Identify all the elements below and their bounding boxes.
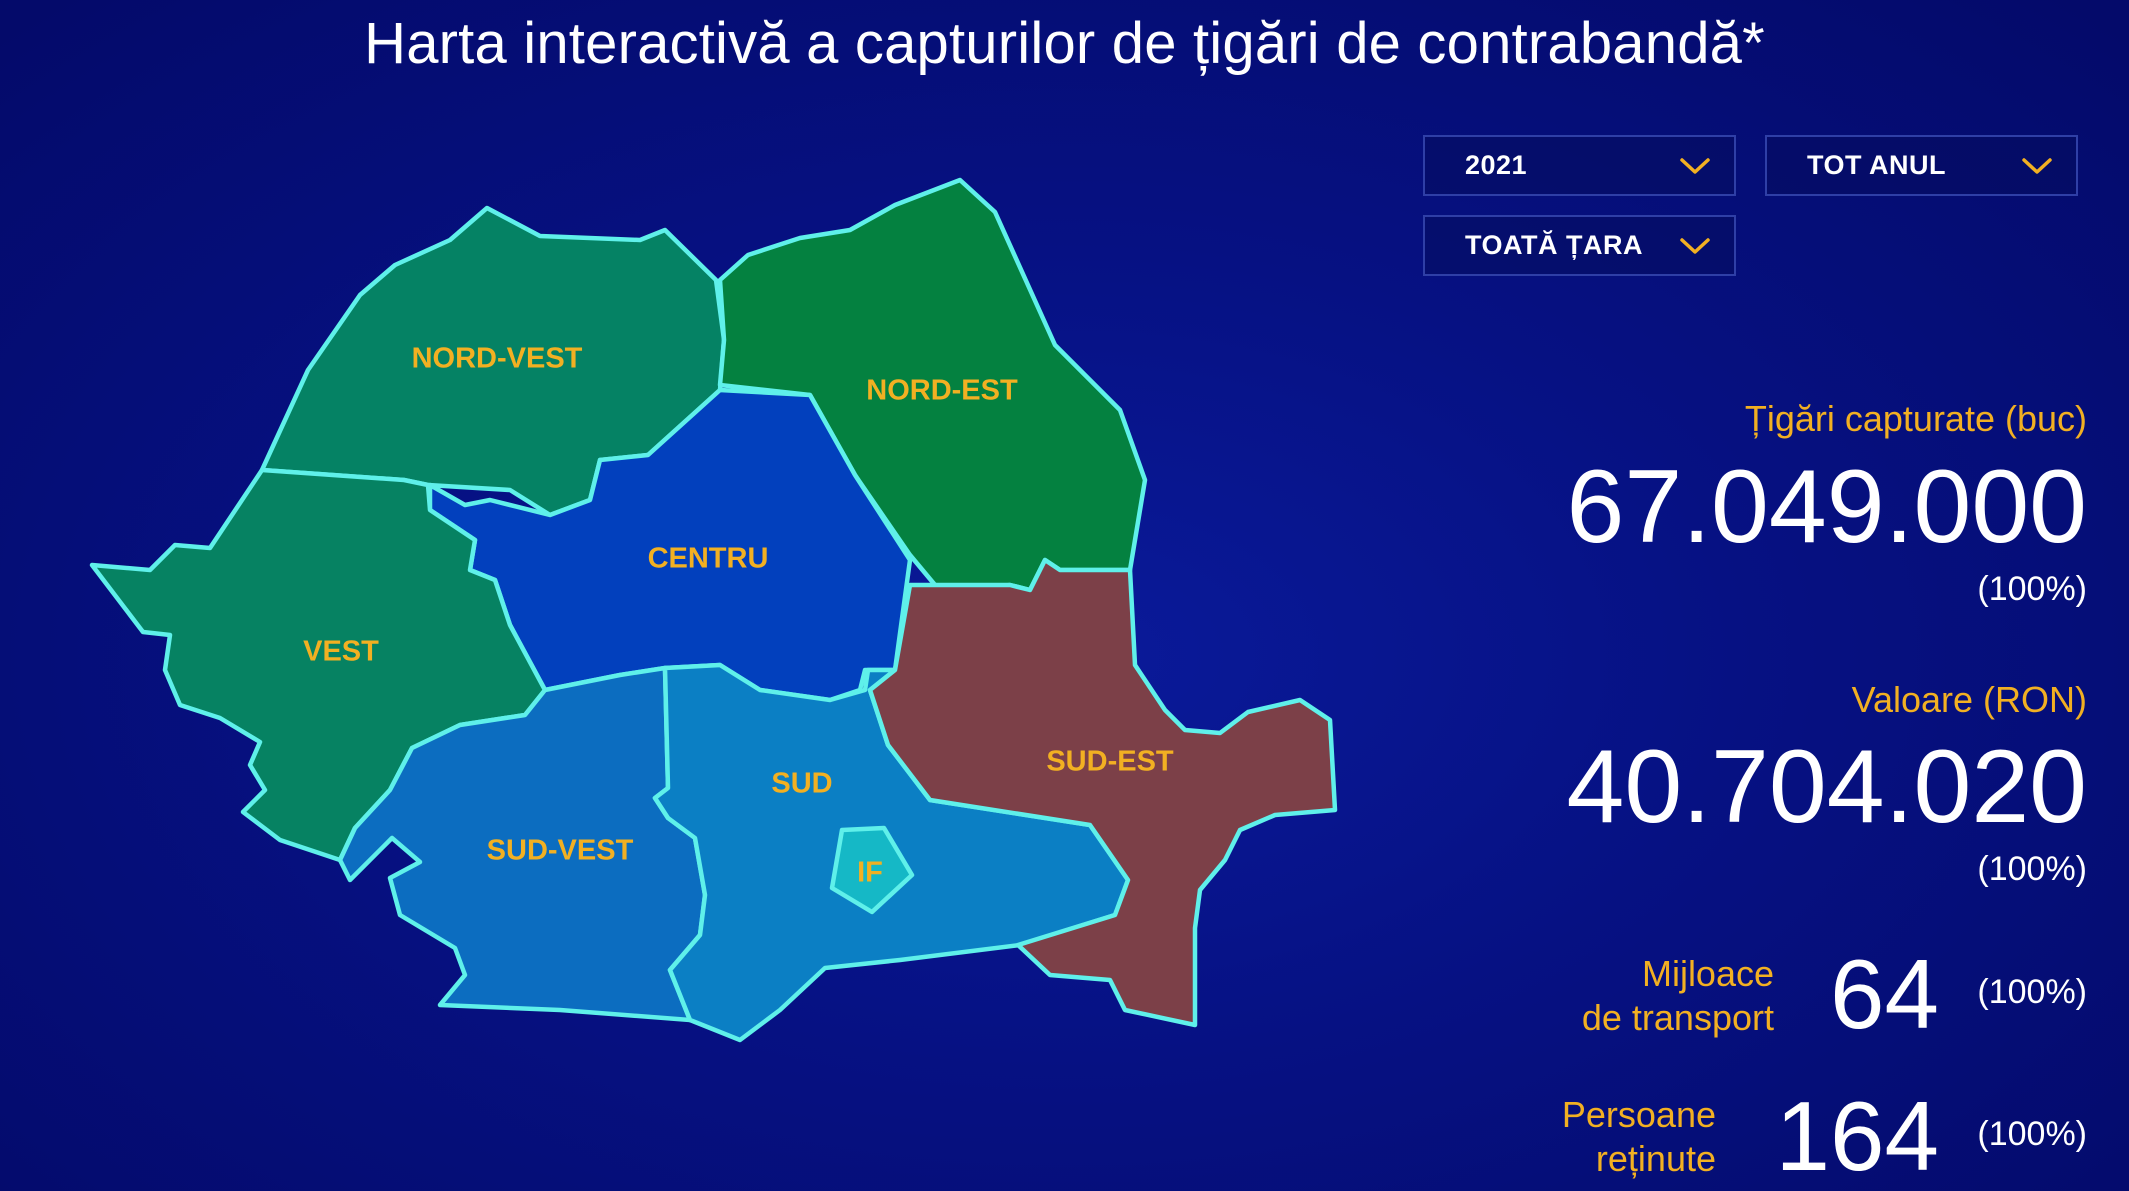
year-select-value: 2021: [1465, 150, 1528, 180]
cigarettes-value: 67.049.000: [1566, 449, 2087, 565]
persons-percent: (100%): [1977, 1115, 2087, 1153]
vehicles-label-line1: Mijloace: [1641, 953, 1774, 994]
value-ron-label: Valoare (RON): [1851, 679, 2087, 720]
persons-value: 164: [1775, 1081, 1939, 1191]
vehicles-percent: (100%): [1977, 973, 2087, 1011]
chevron-down-icon: [1680, 157, 1710, 174]
chevron-down-icon: [1680, 237, 1710, 254]
vehicles-label-line2: de transport: [1581, 997, 1774, 1038]
cigarettes-label: Țigări capturate (buc): [1744, 398, 2087, 439]
persons-label: Persoane reținute: [1562, 1093, 1716, 1181]
chevron-down-icon: [2022, 157, 2052, 174]
region-sud-est[interactable]: [867, 557, 1338, 1028]
persons-label-line1: Persoane: [1561, 1094, 1716, 1135]
area-select-value: TOATĂ ȚARA: [1465, 230, 1643, 260]
vehicles-value: 64: [1829, 939, 1939, 1049]
vehicles-label: Mijloace de transport: [1582, 952, 1774, 1040]
region-vest[interactable]: [89, 467, 548, 863]
persons-label-line2: reținute: [1595, 1138, 1716, 1179]
cigarettes-percent: (100%): [1977, 570, 2087, 608]
page-title: Harta interactivă a capturilor de țigări…: [364, 11, 1765, 76]
year-select[interactable]: 2021: [1423, 135, 1736, 196]
period-select[interactable]: TOT ANUL: [1765, 135, 2078, 196]
region-if[interactable]: [829, 825, 915, 915]
value-ron-percent: (100%): [1977, 850, 2087, 888]
area-select[interactable]: TOATĂ ȚARA: [1423, 215, 1736, 276]
value-ron-value: 40.704.020: [1566, 729, 2087, 845]
period-select-value: TOT ANUL: [1807, 150, 1946, 180]
